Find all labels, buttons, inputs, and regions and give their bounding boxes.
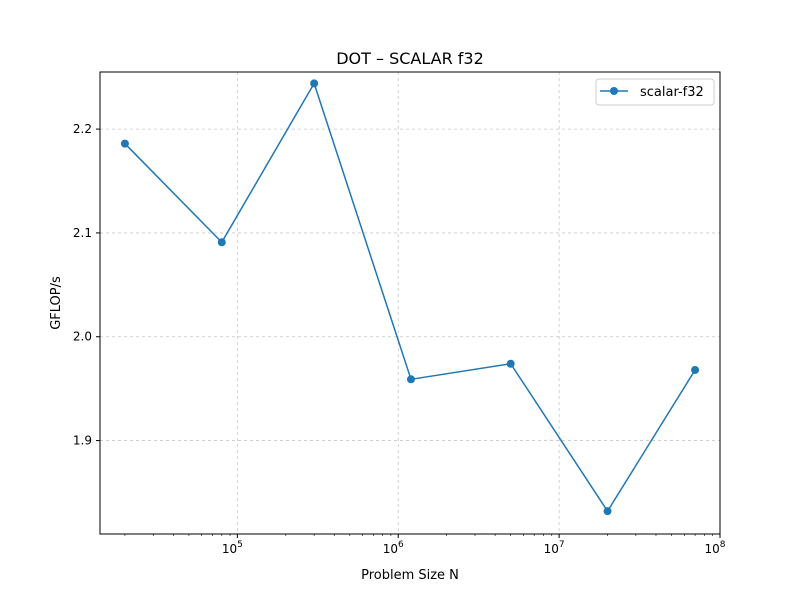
chart-title: DOT – SCALAR f32 — [336, 49, 484, 68]
x-tick-label: 107 — [544, 540, 565, 556]
grid — [100, 72, 721, 534]
x-tick-label-exponent: 5 — [237, 540, 243, 550]
data-point — [603, 507, 612, 516]
data-point — [120, 139, 129, 148]
y-tick-label: 1.9 — [73, 434, 92, 448]
series-layer — [120, 79, 700, 516]
y-tick-label: 2.0 — [73, 330, 92, 344]
x-tick-label-base: 10 — [383, 542, 398, 556]
data-point — [691, 365, 700, 374]
y-tick-label: 2.2 — [73, 122, 92, 136]
y-axis-label: GFLOP/s — [49, 276, 64, 330]
plot-frame — [99, 71, 721, 535]
legend: scalar-f32 — [595, 78, 715, 106]
x-tick-label-exponent: 8 — [720, 540, 726, 550]
legend-label: scalar-f32 — [640, 85, 704, 100]
x-tick-label-base: 10 — [704, 542, 719, 556]
y-tick-label: 2.1 — [73, 226, 92, 240]
x-tick-label: 106 — [383, 540, 404, 556]
x-tick-label-base: 10 — [222, 542, 237, 556]
x-tick-label-exponent: 7 — [559, 540, 565, 550]
x-tick-label-exponent: 6 — [398, 540, 404, 550]
data-point — [406, 375, 415, 384]
legend-marker-swatch — [610, 87, 618, 95]
data-point — [506, 359, 515, 368]
x-tick-label-base: 10 — [544, 542, 559, 556]
data-point — [310, 79, 319, 88]
data-point — [217, 238, 226, 247]
x-tick-label: 108 — [704, 540, 725, 556]
legend-frame — [595, 78, 715, 106]
x-tick-label: 105 — [222, 540, 243, 556]
x-axis-label: Problem Size N — [361, 568, 459, 583]
